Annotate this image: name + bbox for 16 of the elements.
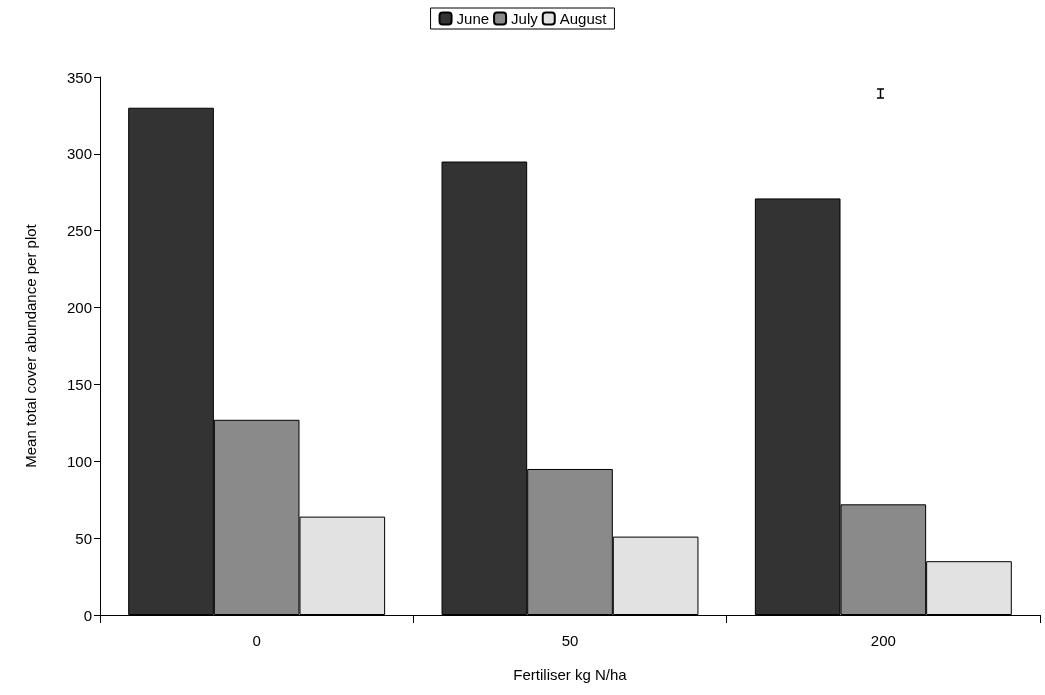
y-tick-label: 300 xyxy=(66,145,92,163)
y-axis-title: Mean total cover abundance per plot xyxy=(22,223,39,468)
y-tick-label: 250 xyxy=(66,222,92,240)
x-tick-label: 0 xyxy=(252,632,261,649)
y-tick-label: 150 xyxy=(66,375,92,393)
x-tick-label: 200 xyxy=(870,632,896,649)
legend-label: June xyxy=(456,10,490,27)
legend-label: July xyxy=(511,10,539,27)
y-tick-label: 50 xyxy=(75,529,92,547)
y-tick-label: 100 xyxy=(66,452,92,470)
y-tick-label: 350 xyxy=(66,68,92,86)
x-axis-title: Fertiliser kg N/ha xyxy=(513,666,628,683)
y-tick-label: 0 xyxy=(83,606,92,624)
y-tick-label: 200 xyxy=(66,299,92,317)
x-tick-label: 50 xyxy=(561,632,579,649)
legend-label: August xyxy=(559,10,608,27)
